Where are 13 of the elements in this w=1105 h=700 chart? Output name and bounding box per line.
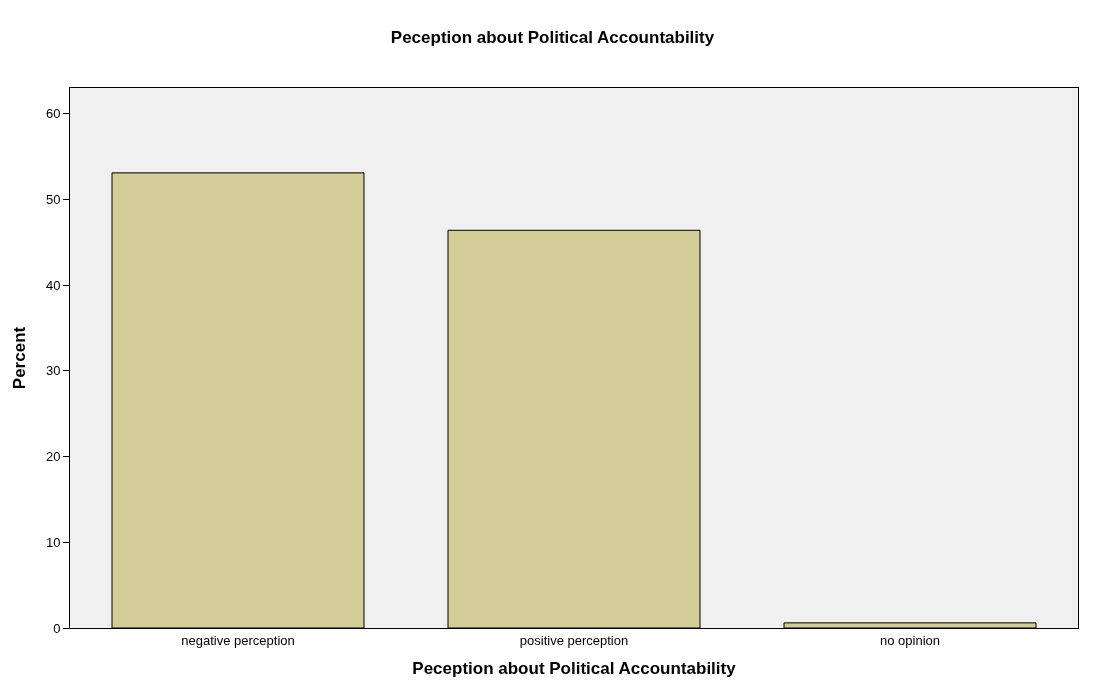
y-tick-label: 20 bbox=[45, 449, 61, 465]
y-tick-label: 60 bbox=[45, 106, 61, 122]
x-tick-label: negative perception bbox=[181, 632, 295, 648]
x-tick-label: no opinion bbox=[880, 632, 940, 648]
y-tick-label: 40 bbox=[45, 277, 61, 293]
x-tick-label: positive perception bbox=[519, 632, 629, 648]
y-tick-label: 50 bbox=[45, 191, 61, 207]
chart-title: Peception about Political Accountability bbox=[390, 28, 715, 48]
y-tick-label: 10 bbox=[45, 534, 61, 550]
y-tick-label: 0 bbox=[53, 620, 61, 636]
y-tick-label: 30 bbox=[45, 363, 61, 379]
x-axis-title: Peception about Political Accountability bbox=[412, 659, 737, 678]
y-axis-title: Percent bbox=[10, 326, 30, 390]
